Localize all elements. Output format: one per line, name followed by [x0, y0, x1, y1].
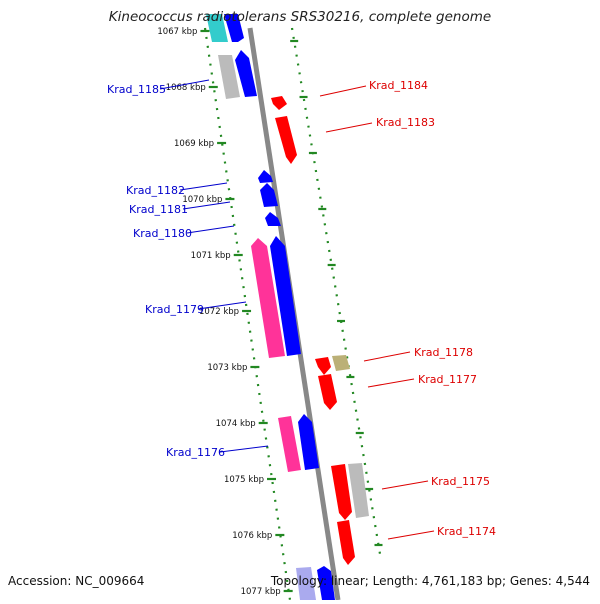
- gene-label-krad-1181[interactable]: Krad_1181: [129, 203, 188, 216]
- scale-tick-label: 1077 kbp: [241, 587, 281, 597]
- leader-krad-1184: [319, 85, 367, 97]
- gene-krad-1180: [265, 212, 281, 226]
- gene-krad-1178: [315, 357, 331, 375]
- gene-krad-1174: [337, 520, 355, 565]
- leader-krad-1177: [367, 378, 415, 388]
- gene-label-krad-1184[interactable]: Krad_1184: [369, 79, 428, 92]
- accession-text: Accession: NC_009664: [8, 574, 145, 588]
- leader-krad-1176: [219, 445, 269, 453]
- leader-krad-1185: [159, 79, 210, 90]
- gene-label-krad-1175[interactable]: Krad_1175: [431, 475, 490, 488]
- gene-krad-1185: [235, 50, 257, 97]
- gene-cyan-top: [206, 14, 228, 42]
- gene-lavender-bottom: [296, 567, 316, 600]
- scale-tick-label: 1076 kbp: [232, 531, 272, 541]
- gene-krad-1176: [298, 414, 319, 470]
- gene-label-krad-1178[interactable]: Krad_1178: [414, 346, 473, 359]
- gene-pink-1176: [278, 416, 301, 472]
- scale-tick-label: 1067 kbp: [157, 27, 197, 37]
- gene-label-krad-1185[interactable]: Krad_1185: [107, 83, 166, 96]
- leader-krad-1181: [182, 201, 231, 210]
- leader-krad-1179: [197, 301, 247, 310]
- scale-tick-label: 1070 kbp: [182, 195, 222, 205]
- gene-khaki-1178: [332, 355, 350, 371]
- left-dotted-guide: [203, 27, 292, 601]
- gene-label-krad-1182[interactable]: Krad_1182: [126, 184, 185, 197]
- scale-tick-label: 1074 kbp: [216, 419, 256, 429]
- gene-label-krad-1177[interactable]: Krad_1177: [418, 373, 477, 386]
- gene-blue-top: [224, 14, 244, 42]
- gene-blue-bottom: [317, 566, 335, 600]
- gene-krad-1181: [260, 183, 278, 207]
- scale-tick-label: 1072 kbp: [199, 307, 239, 317]
- gene-features: [206, 14, 369, 600]
- leader-krad-1178: [363, 351, 411, 362]
- gene-krad-1175: [331, 464, 352, 520]
- right-scale-ticks: [290, 39, 383, 547]
- genome-stats: Topology: linear; Length: 4,761,183 bp; …: [270, 574, 590, 588]
- scale-tick-label: 1069 kbp: [174, 139, 214, 149]
- gene-pink-1179: [251, 238, 285, 358]
- gene-grey-1185: [218, 55, 240, 99]
- leader-krad-1180: [186, 225, 235, 234]
- gene-krad-1182: [258, 170, 273, 183]
- gene-krad-1184: [271, 96, 287, 110]
- gene-krad-1177: [318, 374, 337, 410]
- scale-tick-label: 1071 kbp: [191, 251, 231, 261]
- gene-grey-1175: [348, 463, 369, 518]
- gene-krad-1183: [275, 116, 297, 164]
- scale-tick-label: 1073 kbp: [207, 363, 247, 373]
- gene-label-krad-1183[interactable]: Krad_1183: [376, 116, 435, 129]
- leader-krad-1174: [387, 530, 435, 540]
- left-scale-ticks: [200, 29, 293, 593]
- gene-labels-left: Krad_1185 Krad_1182 Krad_1181 Krad_1180 …: [107, 83, 225, 459]
- gene-krad-1179: [270, 236, 301, 356]
- gene-label-krad-1174[interactable]: Krad_1174: [437, 525, 496, 538]
- gene-labels-right: Krad_1184 Krad_1183 Krad_1178 Krad_1177 …: [369, 79, 496, 538]
- leader-krad-1183: [325, 122, 373, 133]
- leader-krad-1182: [179, 182, 228, 191]
- page-title: Kineococcus radiotolerans SRS30216, comp…: [108, 9, 492, 25]
- gene-label-krad-1180[interactable]: Krad_1180: [133, 227, 192, 240]
- scale-tick-label: 1075 kbp: [224, 475, 264, 485]
- gene-label-krad-1176[interactable]: Krad_1176: [166, 446, 225, 459]
- label-leader-lines: [159, 79, 435, 540]
- scale-tick-label: 1068 kbp: [166, 83, 206, 93]
- scale-tick-labels: 1067 kbp 1068 kbp 1069 kbp 1070 kbp 1071 kbp…: [157, 27, 280, 597]
- leader-krad-1175: [381, 480, 429, 490]
- gene-label-krad-1179[interactable]: Krad_1179: [145, 303, 204, 316]
